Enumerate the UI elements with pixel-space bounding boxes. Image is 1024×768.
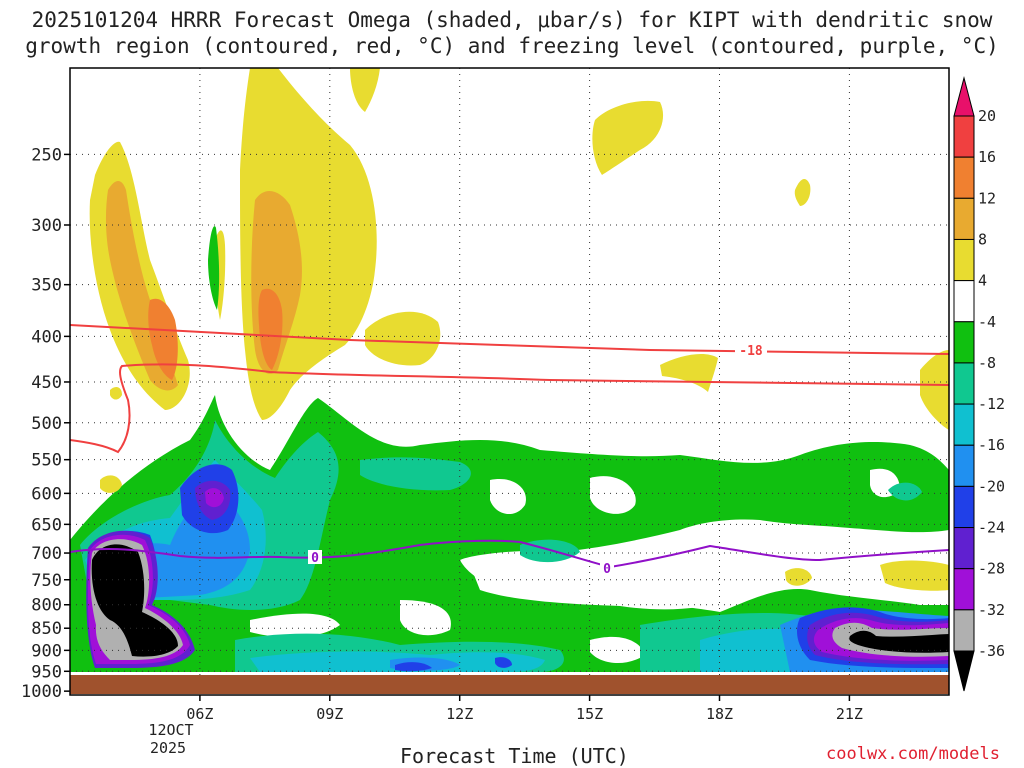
colorbar-label: 20 xyxy=(978,107,996,125)
date-label-2: 2025 xyxy=(150,739,186,757)
date-label-1: 12OCT xyxy=(148,721,193,739)
y-tick-label: 400 xyxy=(31,327,62,347)
y-tick-label: 800 xyxy=(31,596,62,616)
colorbar: 20 16 12 8 4 -4 -8 -12 -16 -20 -24 -28 -32 -36 xyxy=(953,76,1005,692)
colorbar-label: -12 xyxy=(978,395,1005,413)
y-tick-label: 550 xyxy=(31,451,62,471)
colorbar-label: 4 xyxy=(978,272,987,290)
colorbar-label: 12 xyxy=(978,189,996,207)
colorbar-label: -16 xyxy=(978,436,1005,454)
x-tick-label: 06Z xyxy=(186,705,213,723)
colorbar-label: -24 xyxy=(978,519,1005,537)
colorbar-arrow-bottom xyxy=(953,650,975,692)
colorbar-label: -32 xyxy=(978,601,1005,619)
y-tick-label: 950 xyxy=(31,662,62,682)
colorbar-swatch xyxy=(953,362,975,405)
colorbar-label: 16 xyxy=(978,148,996,166)
freezing-level-contour xyxy=(70,539,949,569)
contour-lines: -18 0 0 xyxy=(70,324,949,577)
colorbar-swatch xyxy=(953,238,975,282)
y-tick-label: 1000 xyxy=(21,682,62,702)
colorbar-label: -28 xyxy=(978,560,1005,578)
y-tick-label: 350 xyxy=(31,276,62,296)
contour-label-dendritic: -18 xyxy=(739,344,763,359)
dendritic-contour-upper xyxy=(70,324,949,355)
omega-shading xyxy=(70,68,949,672)
chart-title-line-2: growth region (contoured, red, °C) and f… xyxy=(25,34,999,58)
colorbar-swatch xyxy=(953,609,975,652)
colorbar-label: -4 xyxy=(978,313,996,331)
x-axis: 06Z 09Z 12Z 15Z 18Z 21Z xyxy=(186,695,863,723)
colorbar-swatch xyxy=(953,527,975,570)
colorbar-swatch xyxy=(953,156,975,199)
y-tick-label: 450 xyxy=(31,373,62,393)
y-tick-label: 600 xyxy=(31,484,62,504)
colorbar-swatch xyxy=(953,197,975,240)
x-tick-label: 15Z xyxy=(576,705,603,723)
y-tick-label: 850 xyxy=(31,619,62,639)
colorbar-swatch xyxy=(953,568,975,611)
contour-label-freezing-1: 0 xyxy=(311,551,319,566)
y-axis: 2503003504004505005506006507007508008509… xyxy=(21,145,70,702)
y-tick-label: 250 xyxy=(31,145,62,165)
y-tick-label: 650 xyxy=(31,515,62,535)
x-tick-label: 09Z xyxy=(316,705,343,723)
grid-lines xyxy=(70,68,949,695)
colorbar-arrow-top xyxy=(953,76,975,117)
y-tick-label: 700 xyxy=(31,544,62,564)
dendritic-contour-lower xyxy=(70,363,949,454)
colorbar-label: -20 xyxy=(978,477,1005,495)
y-tick-label: 500 xyxy=(31,414,62,434)
colorbar-swatch xyxy=(953,403,975,446)
colorbar-swatch xyxy=(953,321,975,364)
contour-label-freezing-2: 0 xyxy=(603,562,611,577)
colorbar-swatch xyxy=(953,485,975,529)
chart-title-line-1: 2025101204 HRRR Forecast Omega (shaded, … xyxy=(31,8,993,32)
y-tick-label: 300 xyxy=(31,216,62,236)
x-axis-label: Forecast Time (UTC) xyxy=(400,744,629,768)
y-tick-label: 750 xyxy=(31,571,62,591)
colorbar-label: -8 xyxy=(978,354,996,372)
x-tick-label: 21Z xyxy=(836,705,863,723)
surface-band xyxy=(70,675,949,694)
colorbar-swatch xyxy=(953,115,975,158)
x-tick-label: 18Z xyxy=(706,705,733,723)
colorbar-label: -36 xyxy=(978,642,1005,660)
colorbar-swatch xyxy=(953,280,975,323)
credit-link[interactable]: coolwx.com/models xyxy=(826,744,1000,764)
x-tick-label: 12Z xyxy=(446,705,473,723)
colorbar-label: 8 xyxy=(978,230,987,248)
y-tick-label: 900 xyxy=(31,641,62,661)
colorbar-swatch xyxy=(953,444,975,487)
